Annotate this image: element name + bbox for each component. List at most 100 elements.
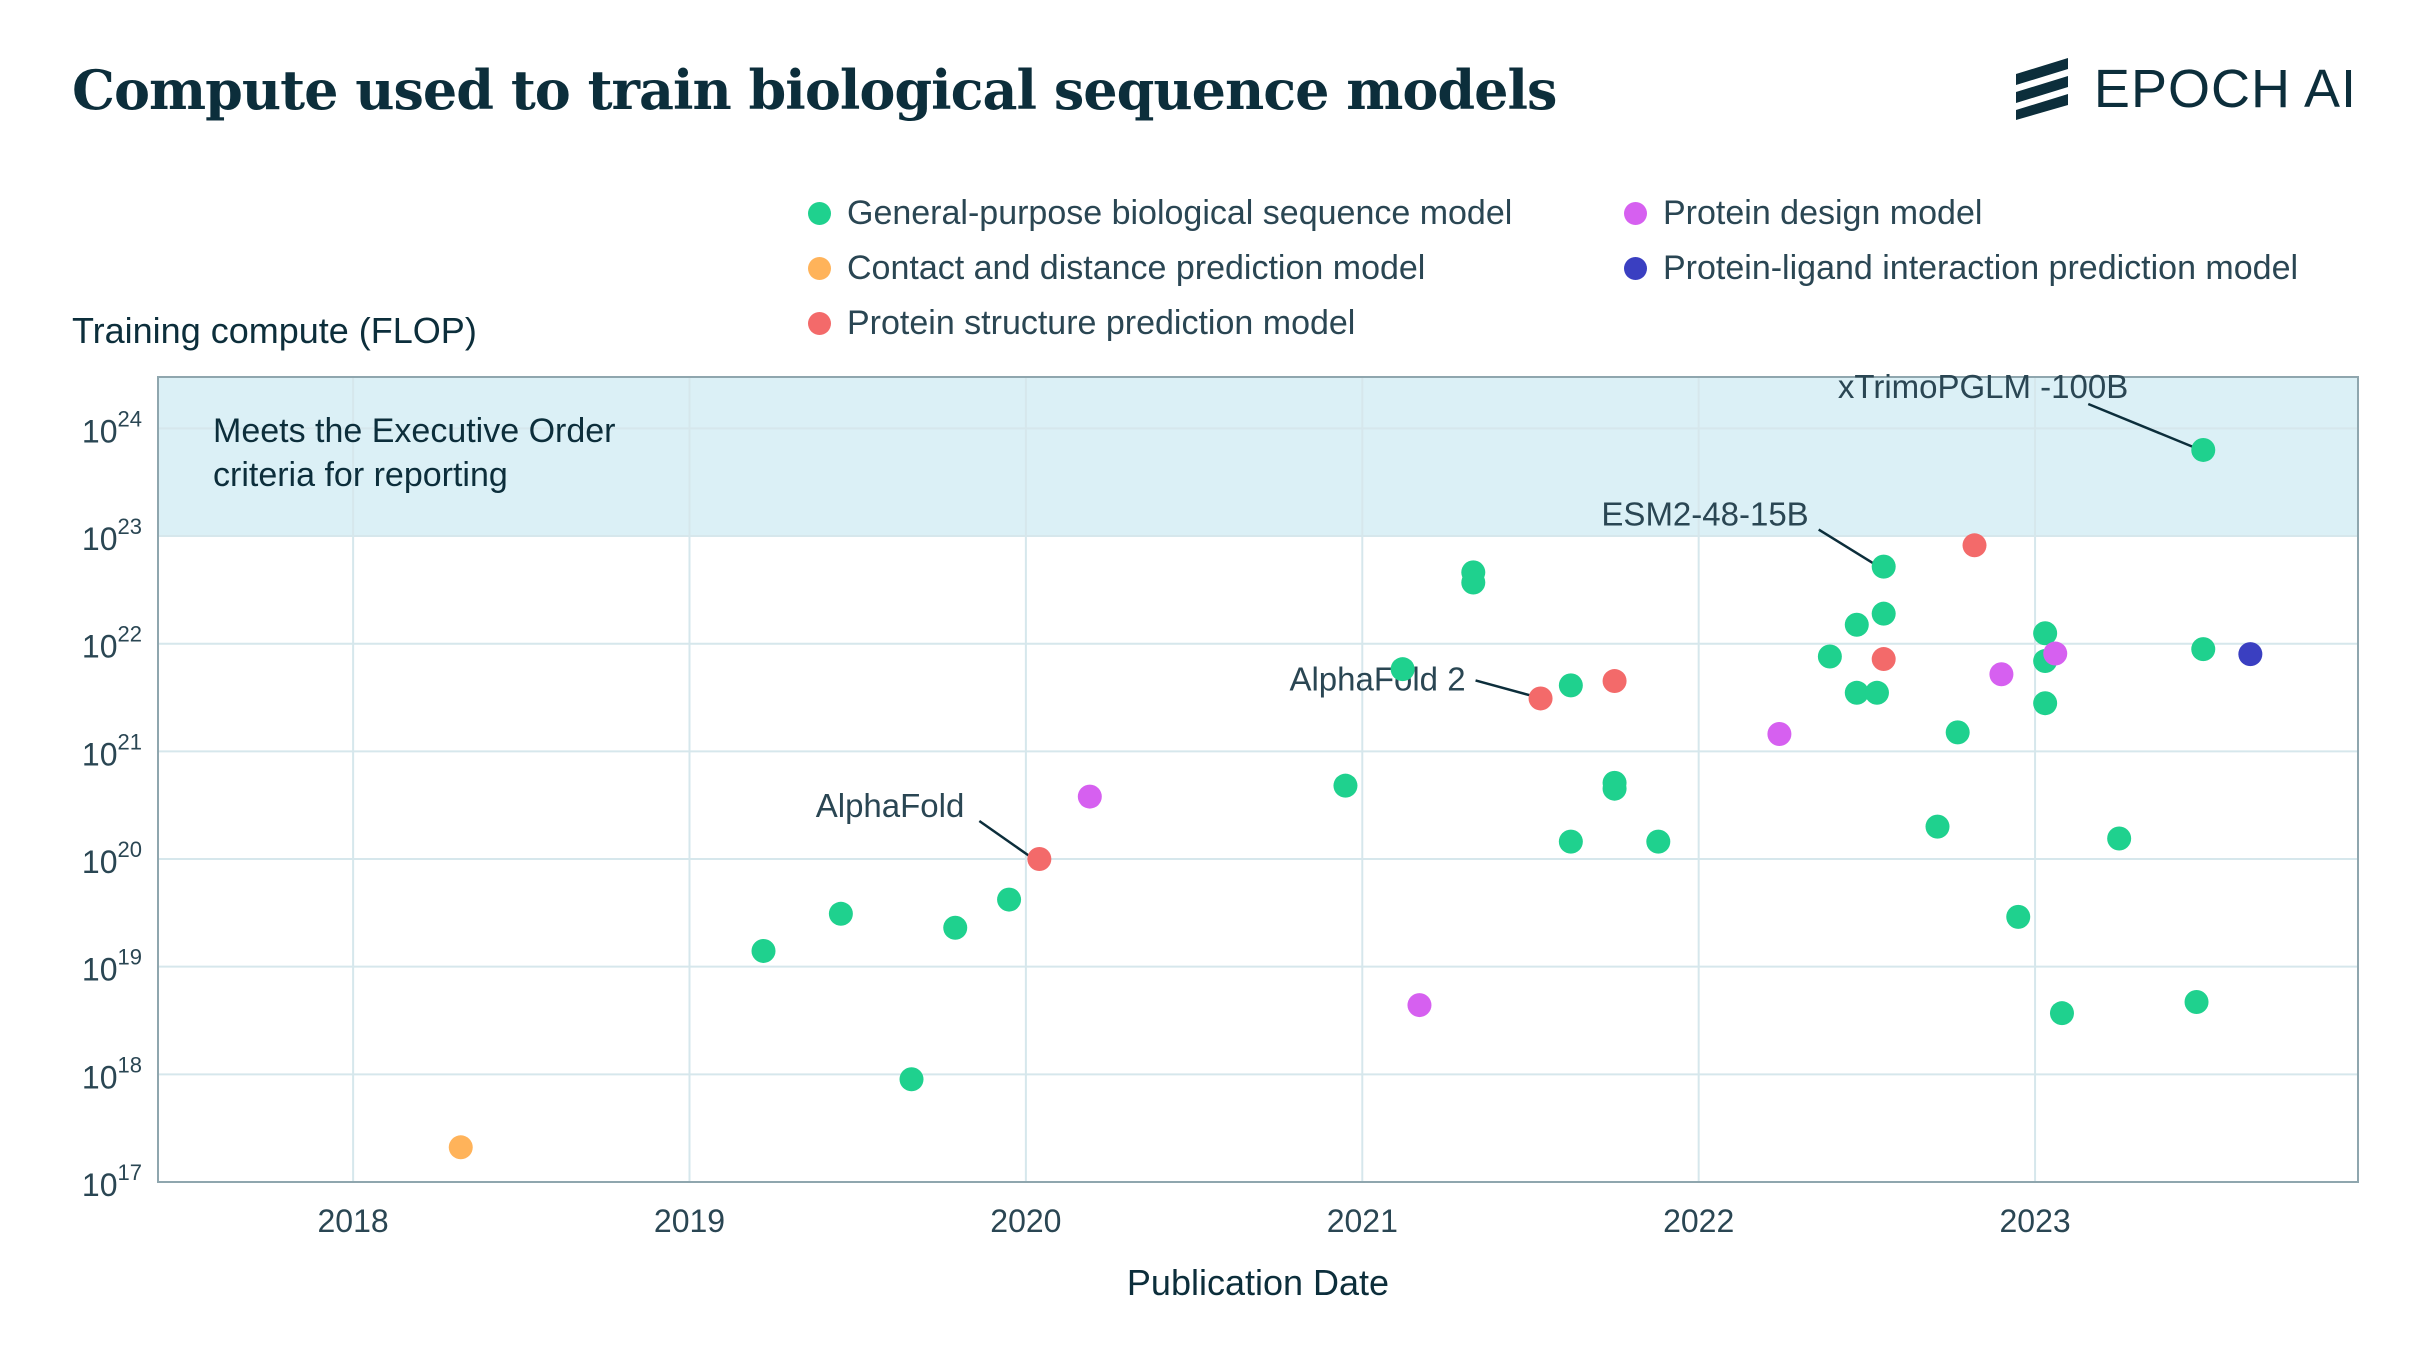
data-point xyxy=(943,915,968,940)
annotation-leader xyxy=(1475,679,1531,697)
data-point xyxy=(1871,647,1896,672)
legend-marker xyxy=(808,311,831,335)
y-tick-label: 1018 xyxy=(82,1052,142,1095)
data-point xyxy=(2033,691,2058,716)
legend-marker xyxy=(808,256,831,280)
legend-label: Protein design model xyxy=(1663,193,1983,232)
annotation-leader xyxy=(2087,402,2194,449)
data-point xyxy=(1945,720,1970,745)
y-tick-exponent: 19 xyxy=(118,945,142,970)
data-point xyxy=(1390,657,1415,682)
legend-marker xyxy=(1624,201,1647,225)
data-point xyxy=(2043,641,2068,666)
epoch-stripes-icon xyxy=(2015,58,2068,120)
data-point xyxy=(1962,533,1987,558)
data-point xyxy=(2033,621,2058,646)
data-point xyxy=(1558,673,1583,698)
y-tick-label: 1020 xyxy=(82,837,142,880)
y-tick-base: 10 xyxy=(82,952,118,988)
legend-item-general-purpose[interactable]: General-purpose biological sequence mode… xyxy=(808,194,1624,232)
data-point xyxy=(2049,1001,2074,1026)
data-point xyxy=(2191,637,2216,662)
data-point xyxy=(1602,776,1627,801)
annotation-label: AlphaFold xyxy=(816,787,965,824)
data-point xyxy=(1864,680,1889,705)
legend-label: Protein-ligand interaction prediction mo… xyxy=(1663,248,2299,287)
x-tick-label: 2022 xyxy=(1663,1203,1734,1239)
y-tick-base: 10 xyxy=(82,521,118,557)
data-point xyxy=(1767,721,1792,746)
data-point xyxy=(2238,642,2263,667)
data-point xyxy=(2191,437,2216,462)
y-tick-exponent: 23 xyxy=(118,514,142,539)
legend-label: Contact and distance prediction model xyxy=(847,248,1426,287)
data-point xyxy=(1989,662,2014,687)
legend-item-protein-design[interactable]: Protein design model xyxy=(1624,194,2298,232)
y-tick-label: 1023 xyxy=(82,514,142,557)
legend-item-protein-ligand[interactable]: Protein-ligand interaction prediction mo… xyxy=(1624,249,2298,287)
data-point xyxy=(997,887,1022,912)
brand-name: EPOCH AI xyxy=(2093,59,2357,119)
chart-title: Compute used to train biological sequenc… xyxy=(72,58,1557,122)
brand-logo[interactable]: EPOCH AI xyxy=(2012,58,2357,120)
y-axis-label: Training compute (FLOP) xyxy=(72,310,477,351)
chart-legend: General-purpose biological sequence mode… xyxy=(808,194,2298,342)
data-point xyxy=(1528,686,1553,711)
data-point xyxy=(1844,680,1869,705)
legend-label: General-purpose biological sequence mode… xyxy=(847,193,1513,232)
annotation-leader xyxy=(1818,528,1875,565)
y-tick-exponent: 22 xyxy=(118,622,142,647)
data-point xyxy=(2006,904,2031,929)
y-tick-label: 1022 xyxy=(82,622,142,665)
threshold-label-line: Meets the Executive Order xyxy=(213,412,616,450)
annotation-leader xyxy=(978,819,1031,858)
data-point xyxy=(1407,993,1432,1018)
y-tick-exponent: 18 xyxy=(118,1052,142,1077)
data-point xyxy=(1871,554,1896,579)
y-tick-base: 10 xyxy=(82,844,118,880)
legend-label: Protein structure prediction model xyxy=(847,303,1356,342)
y-tick-base: 10 xyxy=(82,1167,118,1203)
data-point xyxy=(1871,601,1896,626)
y-tick-base: 10 xyxy=(82,736,118,772)
data-point xyxy=(1646,829,1671,854)
data-point xyxy=(448,1135,473,1160)
data-point xyxy=(1333,773,1358,798)
y-tick-exponent: 24 xyxy=(118,406,142,431)
threshold-region xyxy=(158,377,2358,537)
y-tick-exponent: 21 xyxy=(118,729,142,754)
legend-item-contact-distance[interactable]: Contact and distance prediction model xyxy=(808,249,1624,287)
legend-marker xyxy=(1624,256,1647,280)
legend-item-structure-prediction[interactable]: Protein structure prediction model xyxy=(808,304,1624,342)
annotation-label: xTrimoPGLM -100B xyxy=(1838,368,2128,405)
data-point xyxy=(1461,570,1486,595)
threshold-label: Meets the Executive Order criteria for re… xyxy=(213,412,616,494)
y-tick-label: 1021 xyxy=(82,729,142,772)
y-tick-exponent: 17 xyxy=(118,1160,142,1185)
data-point xyxy=(2184,989,2209,1014)
plot-frame xyxy=(157,376,2359,1183)
legend-marker xyxy=(808,201,831,225)
data-point xyxy=(2107,826,2132,851)
threshold-label-line: criteria for reporting xyxy=(213,456,508,494)
data-point xyxy=(1602,669,1627,694)
data-point xyxy=(1817,644,1842,669)
data-point xyxy=(899,1067,924,1092)
data-point xyxy=(1844,612,1869,637)
data-point xyxy=(1077,784,1102,809)
y-tick-base: 10 xyxy=(82,413,118,449)
data-point xyxy=(828,901,853,926)
x-tick-label: 2020 xyxy=(990,1203,1061,1239)
y-tick-base: 10 xyxy=(82,629,118,665)
annotation-label: AlphaFold 2 xyxy=(1289,660,1465,697)
data-point xyxy=(1027,847,1052,872)
y-tick-label: 1024 xyxy=(82,406,142,449)
x-tick-label: 2023 xyxy=(1999,1203,2070,1239)
data-point xyxy=(1558,829,1583,854)
y-tick-label: 1019 xyxy=(82,945,142,988)
data-point xyxy=(751,938,776,963)
x-axis-label: Publication Date xyxy=(1127,1262,1389,1303)
y-tick-exponent: 20 xyxy=(118,837,142,862)
x-tick-label: 2019 xyxy=(654,1203,725,1239)
